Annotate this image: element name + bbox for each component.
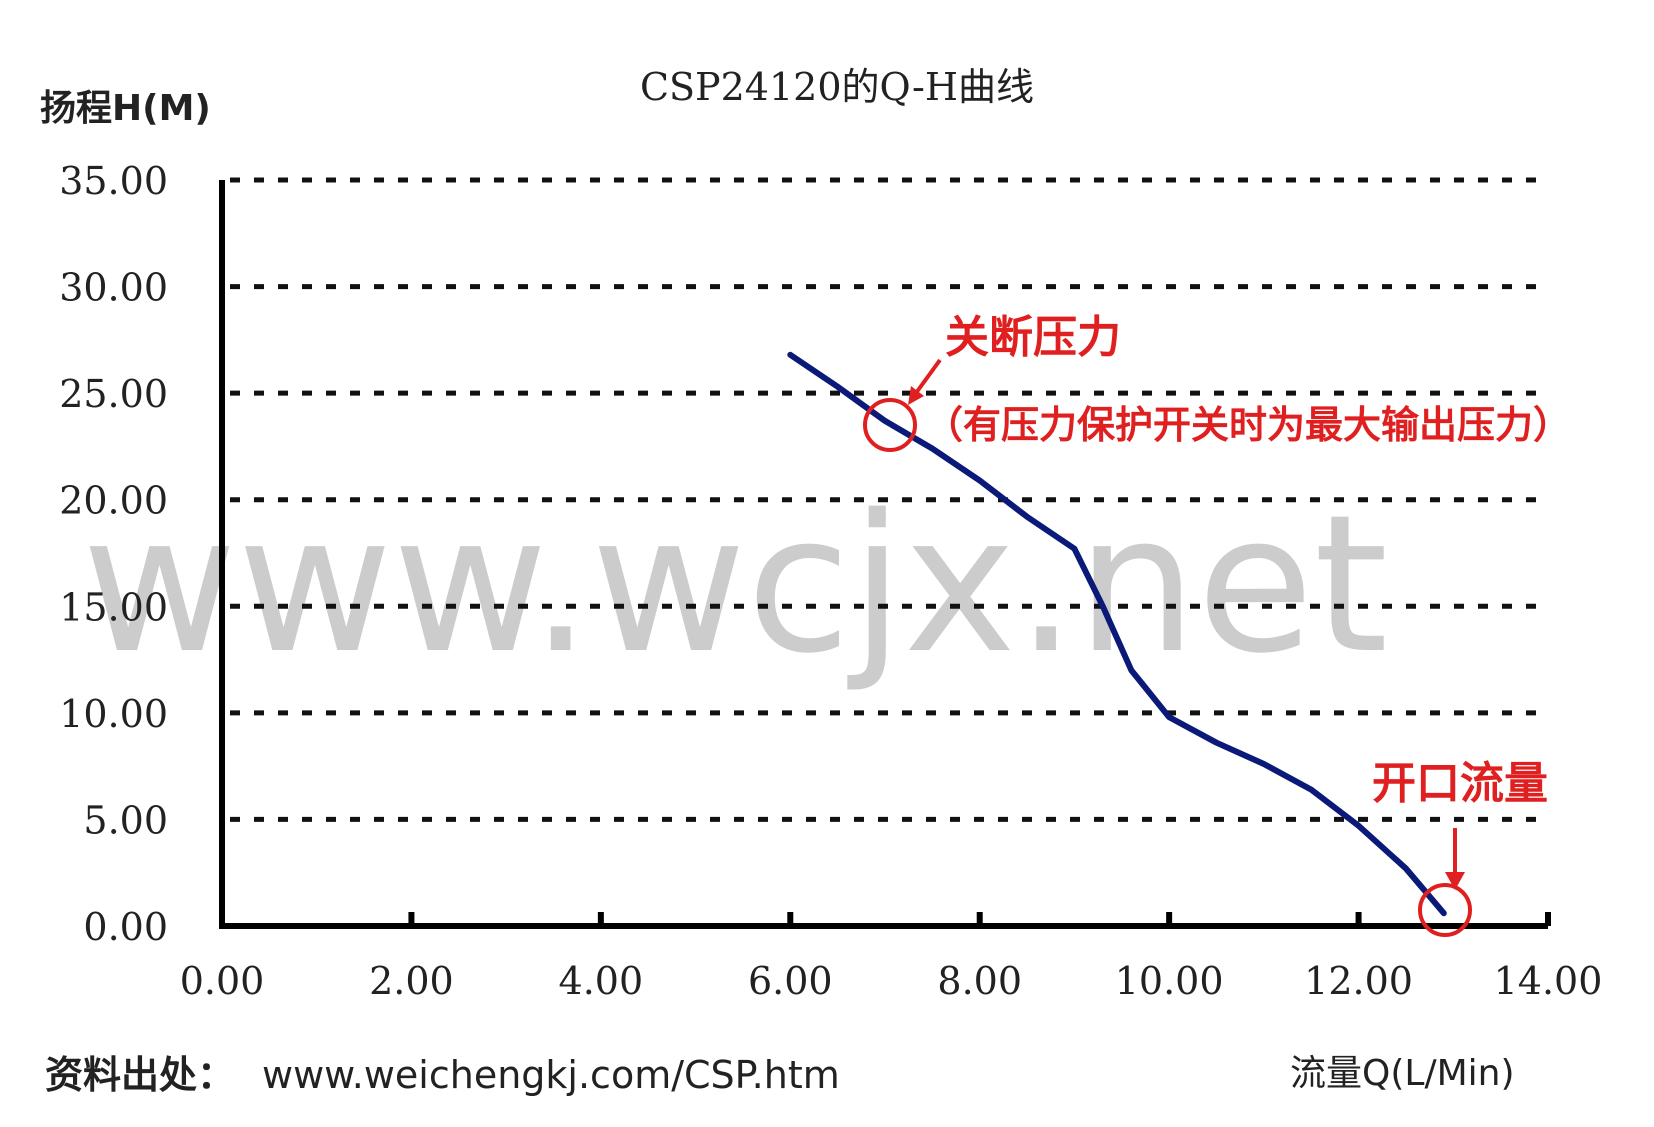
shutoff-pressure-circle [863, 398, 917, 452]
y-tick-label: 25.00 [59, 372, 168, 416]
open-flow-arrowhead [1445, 872, 1465, 890]
axes [219, 180, 1551, 929]
series-line [787, 351, 1447, 917]
y-tick-label: 10.00 [59, 692, 168, 736]
x-tick-label: 6.00 [748, 959, 833, 1003]
x-tick-label: 10.00 [1115, 959, 1224, 1003]
x-axis-label: 流量Q(L/Min) [1290, 1053, 1515, 1094]
x-tick-label: 2.00 [369, 959, 454, 1003]
y-tick-label: 0.00 [83, 905, 168, 949]
x-tick-label: 0.00 [180, 959, 265, 1003]
annotation-shutoff-note: （有压力保护开关时为最大输出压力） [925, 403, 1571, 447]
y-tick-label: 15.00 [59, 585, 168, 629]
y-tick-labels: 0.00 5.00 10.00 15.00 20.00 25.00 30.00 35.00 [59, 159, 168, 949]
y-tick-label: 35.00 [59, 159, 168, 203]
open-flow-circle [1418, 883, 1472, 937]
shutoff-pressure-arrowhead [908, 386, 924, 405]
x-tick-label: 12.00 [1304, 959, 1413, 1003]
gridlines [230, 177, 1538, 822]
source-label: 资料出处： [45, 1053, 235, 1097]
annotation-open-flow: 开口流量 [1372, 758, 1548, 809]
annotation-shutoff-pressure: 关断压力 [945, 312, 1121, 363]
x-tick-label: 8.00 [937, 959, 1022, 1003]
chart-title: CSP24120的Q-H曲线 [640, 65, 1034, 109]
x-tick-label: 4.00 [559, 959, 644, 1003]
x-tick-labels: 0.00 2.00 4.00 6.00 8.00 10.00 12.00 14.00 [180, 959, 1603, 1003]
series [787, 351, 1447, 917]
shutoff-pressure-arrow [914, 358, 942, 395]
watermark: www.wcjx.net [82, 474, 1388, 695]
y-axis-label: 扬程H(M) [40, 88, 211, 129]
x-tick-label: 14.00 [1494, 959, 1603, 1003]
source-url: www.weichengkj.com/CSP.htm [262, 1053, 840, 1097]
y-tick-label: 5.00 [83, 798, 168, 842]
y-tick-label: 30.00 [59, 266, 168, 310]
y-tick-label: 20.00 [59, 479, 168, 523]
